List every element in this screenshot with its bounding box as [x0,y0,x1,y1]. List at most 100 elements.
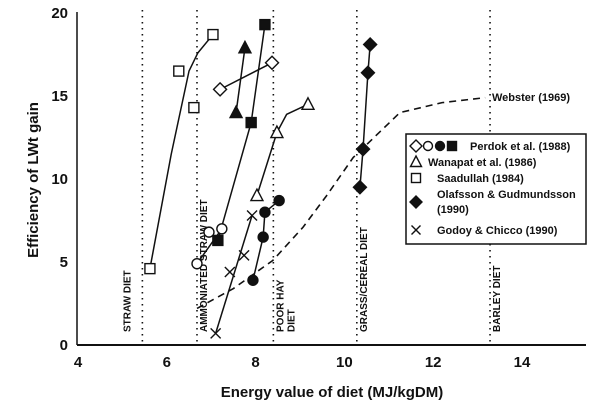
filled-triangle-series [228,39,253,119]
x-tick-label: 14 [514,354,531,371]
x-tick-label: 12 [425,354,442,371]
series-line [256,103,309,196]
open-square-marker [188,101,200,114]
legend-label: Saadullah (1984) [437,173,524,185]
open-triangle-marker [269,124,285,139]
square-mark [207,28,219,41]
legend-items: Perdok et al. (1988) Wanapat et al. (1986… [409,139,576,237]
circle-mark [247,274,259,286]
triangle-mark [249,187,265,202]
series-line [359,44,371,188]
triangle-mark [237,39,253,54]
filled-square-series [212,18,271,247]
y-tick-label: 5 [60,254,68,271]
series-line [214,215,253,334]
y-tick-label: 20 [51,5,68,22]
x-stroke [411,225,421,235]
y-tick-label: 0 [60,337,68,354]
open-circle-series [191,223,228,270]
x-tick-label: 10 [336,354,353,371]
circle-mark [216,223,228,235]
square-mark [188,101,200,114]
tick-labels: 4 6 8 10 12 14 0 5 10 15 20 [51,5,531,371]
filled-diamond-series [352,37,378,195]
legend-label: Perdok et al. (1988) [470,141,571,153]
open-triangle-series [249,96,316,202]
x-marker [238,249,250,261]
open-square-marker [144,262,156,275]
square-mark [245,116,257,129]
open-diamond-marker [212,81,228,97]
circle-mark [259,206,271,218]
x-tick-label: 6 [163,354,171,371]
label-line: DIET [286,309,297,332]
legend-label: Wanapat et al. (1986) [428,157,537,169]
open-square-marker [410,172,422,184]
label-line: Olafsson & Gudmundsson [437,189,576,201]
series-line [252,199,280,281]
circle-mark [422,140,434,152]
series-line [235,47,246,113]
diamond-mark [362,37,378,53]
open-diamond-marker [409,139,423,153]
x-stroke [238,249,250,261]
legend-label: Godoy & Chicco (1990) [437,225,558,237]
circle-mark [203,226,215,238]
diamond-mark [409,195,423,209]
square-mark [259,18,271,31]
filled-diamond-marker [352,179,368,195]
open-triangle-marker [409,154,423,168]
filled-diamond-marker [360,65,376,81]
triangle-mark [228,104,244,119]
webster-curve-line [196,96,486,310]
legend-item: Godoy & Chicco (1990) [411,225,558,237]
filled-square-marker [245,116,257,129]
diamond-mark [409,139,423,153]
filled-circle-marker [257,231,269,243]
open-circle-marker [216,223,228,235]
legend-label: Olafsson & Gudmundsson (1990) [437,189,576,216]
diet-divider-label: BARLEY DIET [492,266,503,333]
circle-mark [257,231,269,243]
filled-circle-series [247,194,285,286]
label-line: (1990) [437,204,469,216]
legend-item: Olafsson & Gudmundsson (1990) [409,189,576,216]
y-tick-label: 10 [51,171,68,188]
series-line [149,34,214,269]
circle-mark [191,257,203,270]
filled-diamond-marker [355,141,371,157]
open-circle-marker [422,140,434,152]
series-line [219,62,273,91]
square-mark [446,140,458,152]
filled-circle-marker [434,140,446,152]
diet-divider-label: POOR HAYDIET [275,279,297,332]
filled-diamond-marker [409,195,423,209]
diamond-mark [352,179,368,195]
x-stroke [210,327,222,339]
legend-item: Saadullah (1984) [410,172,524,185]
webster-label: Webster (1969) [492,92,570,104]
x-stroke [224,266,236,278]
square-mark [144,262,156,275]
square-mark [173,65,185,77]
x-marker [246,210,258,222]
open-circle-marker [191,257,203,270]
diet-divider-label: GRASS/CEREAL DIET [359,227,370,332]
legend-box [405,133,587,245]
series-group [144,18,378,339]
x-series [210,210,258,339]
y-axis-label: Efficiency of LWt gain [25,102,42,258]
filled-circle-marker [273,194,285,207]
label-line: POOR HAY [275,279,286,332]
diet-divider-label: AMMONIATED STRAW DIET [199,199,210,332]
series-line [196,228,223,265]
open-square-marker [207,28,219,41]
open-triangle-marker [300,96,316,111]
webster-curve [196,96,486,310]
square-mark [410,172,422,184]
triangle-mark [300,96,316,111]
filled-triangle-marker [228,104,244,119]
diamond-mark [360,65,376,81]
filled-triangle-marker [237,39,253,54]
